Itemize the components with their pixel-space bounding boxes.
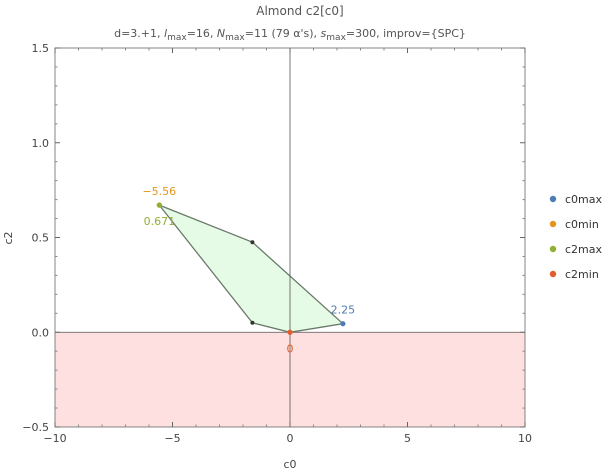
x-tick-label: −5 [164, 432, 180, 445]
allowed-region [157, 203, 345, 333]
legend-label-c2max: c2max [565, 243, 603, 256]
legend-marker-c2min [549, 270, 557, 278]
legend: c0max c0min c2max c2min [549, 193, 603, 281]
legend-marker-c0max [549, 195, 557, 203]
point-c2max [156, 202, 162, 208]
x-axis-label: c0 [283, 458, 296, 471]
x-tick-label: −10 [43, 432, 66, 445]
y-axis-label: c2 [2, 231, 15, 244]
vertex-point [250, 320, 255, 325]
legend-label-c0max: c0max [565, 193, 603, 206]
x-tick-label: 10 [518, 432, 532, 445]
label-c2min: 0 [287, 342, 294, 355]
point-c0max [340, 321, 346, 327]
y-tick-label: −0.5 [22, 421, 49, 434]
y-tick-label: 0.5 [32, 232, 50, 245]
x-tick-label: 0 [287, 432, 294, 445]
legend-marker-c0min [549, 220, 557, 228]
legend-label-c2min: c2min [565, 268, 599, 281]
chart-title: Almond c2[c0] [256, 4, 343, 18]
legend-label-c0min: c0min [565, 218, 599, 231]
label-c0max: 2.25 [331, 304, 356, 317]
y-tick-label: 0.0 [32, 326, 50, 339]
label-c2max: 0.671 [144, 215, 176, 228]
point-c2min [287, 329, 293, 335]
y-tick-label: 1.0 [32, 137, 50, 150]
legend-marker-c2max [549, 245, 557, 253]
chart-subtitle: d=3.+1, lmax=16, Nmax=11 (79 α's), smax=… [114, 27, 466, 43]
label-c0min: −5.56 [142, 185, 176, 198]
y-tick-label: 1.5 [32, 42, 50, 55]
vertex-point [250, 240, 255, 245]
x-tick-label: 5 [404, 432, 411, 445]
